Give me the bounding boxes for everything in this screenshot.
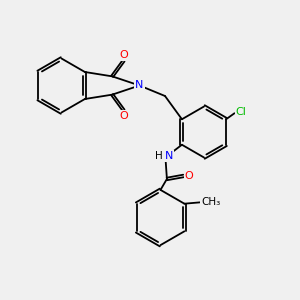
Text: N: N xyxy=(135,80,144,91)
Text: CH₃: CH₃ xyxy=(201,197,220,207)
Text: H: H xyxy=(155,151,163,161)
Text: O: O xyxy=(184,171,193,181)
Text: O: O xyxy=(119,50,128,60)
Text: Cl: Cl xyxy=(236,107,247,117)
Text: O: O xyxy=(119,111,128,121)
Text: N: N xyxy=(165,151,173,161)
